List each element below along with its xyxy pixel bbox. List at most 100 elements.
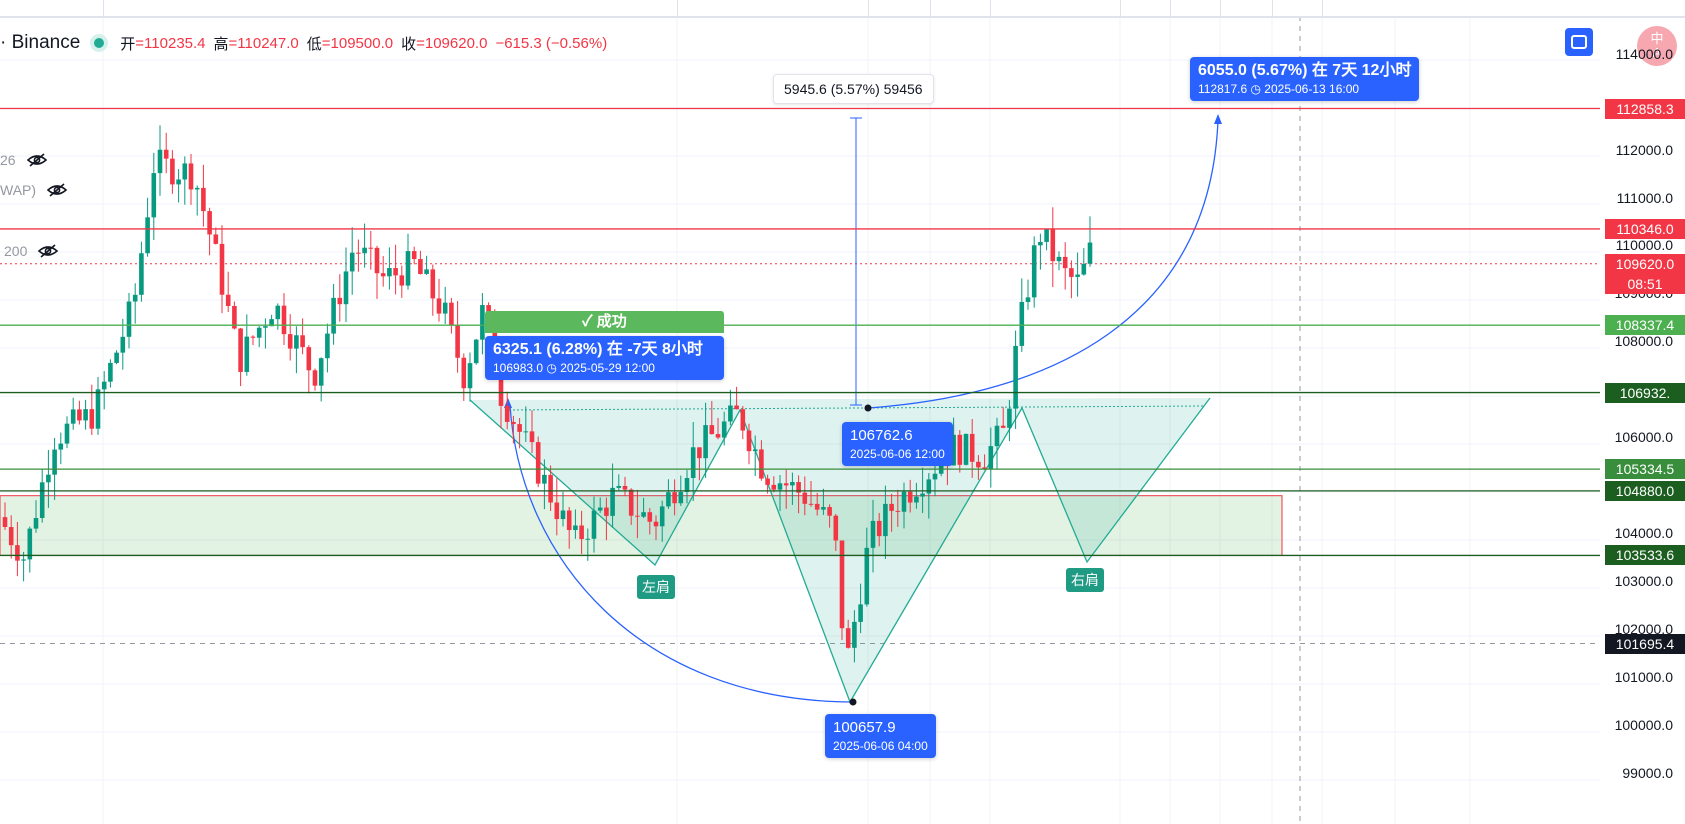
candle-body	[1013, 345, 1018, 409]
candle-body	[1044, 229, 1049, 242]
candle-body	[300, 335, 305, 348]
toolbar-divider	[1322, 0, 1323, 16]
candle-body	[752, 449, 758, 452]
price-tick: 112000.0	[1615, 141, 1673, 158]
close-label: 收	[401, 35, 417, 53]
candle-body	[356, 252, 361, 254]
low-label: 低	[306, 35, 322, 53]
candle-body	[306, 347, 312, 371]
candle-body	[814, 503, 820, 510]
candle-body	[498, 375, 504, 406]
candle-body	[349, 252, 355, 272]
symbol-name[interactable]: · Binance	[0, 32, 81, 53]
eye-hidden-icon[interactable]	[26, 152, 48, 168]
projection-curve	[509, 404, 851, 703]
candle-body	[845, 628, 851, 648]
price-label: 103533.6	[1605, 545, 1685, 566]
candle-body	[126, 301, 132, 337]
fullscreen-button[interactable]	[1565, 28, 1593, 56]
projection-note[interactable]: 6055.0 (5.67%) 在 7天 12小时 112817.6 ◷ 2025…	[1190, 57, 1420, 101]
high-label: 高	[213, 35, 229, 53]
candle-body	[579, 525, 584, 540]
candle-body	[616, 485, 622, 488]
candle-body	[77, 409, 82, 421]
price-label: 106932.	[1605, 382, 1685, 403]
projection-curve	[867, 119, 1219, 409]
candle-body	[108, 362, 113, 382]
indicator-label: 200	[4, 243, 28, 259]
candle-body	[573, 525, 578, 531]
candle-body	[876, 520, 882, 537]
support-zone-box	[0, 495, 1283, 556]
drop-note-sub: 106983.0 ◷ 2025-05-29 12:00	[493, 361, 655, 375]
candle-body	[1019, 301, 1025, 346]
drop-note[interactable]: 6325.1 (6.28%) 在 -7天 8小时 106983.0 ◷ 2025…	[485, 336, 724, 380]
indicator-legend[interactable]: WAP)	[0, 182, 68, 198]
candle-body	[790, 482, 795, 486]
candle-body	[1081, 263, 1087, 275]
candle-body	[604, 507, 609, 516]
candle-body	[907, 491, 913, 503]
candle-body	[672, 492, 677, 504]
low-value: =109500.0	[321, 34, 394, 52]
candle-body	[821, 507, 826, 510]
price-tick: 110000.0	[1615, 237, 1673, 254]
indicator-legend[interactable]: 200	[4, 243, 59, 259]
price-tick: 101000.0	[1614, 668, 1673, 685]
candle-body	[852, 621, 857, 648]
open-label: 开	[120, 35, 136, 53]
candle-body	[610, 487, 615, 516]
point-note[interactable]: 106762.6 2025-06-06 12:00	[842, 422, 953, 466]
candle-body	[163, 149, 169, 159]
candle-body	[157, 149, 163, 174]
change-value: −615.3 (−0.56%)	[495, 34, 608, 52]
projection-note-sub: 112817.6 ◷ 2025-06-13 16:00	[1198, 82, 1360, 96]
candle-body	[765, 478, 770, 485]
candle-body	[914, 496, 919, 503]
head-shoulders-pattern	[469, 114, 1222, 706]
candle-body	[263, 326, 268, 328]
horizontal-lines[interactable]	[0, 107, 1600, 557]
candle-body	[480, 305, 485, 340]
candle-body	[201, 187, 206, 212]
indicator-legend[interactable]: 26	[0, 152, 48, 168]
eye-hidden-icon[interactable]	[37, 243, 59, 259]
candle-body	[963, 433, 969, 465]
toolbar-divider	[103, 0, 104, 16]
candle-body	[405, 251, 411, 286]
projection-note-main: 6055.0 (5.67%) 在 7天 12小时	[1198, 62, 1412, 79]
point-note-time: 2025-06-06 12:00	[850, 447, 945, 461]
price-tick: 106000.0	[1614, 429, 1673, 446]
candle-body	[294, 335, 299, 349]
candle-body	[728, 405, 733, 422]
candle-body	[597, 507, 603, 511]
avatar[interactable]: 中 A	[1637, 26, 1677, 66]
candle-body	[870, 520, 876, 548]
support-zone	[0, 495, 1283, 556]
candle-body	[467, 363, 473, 389]
candle-body	[690, 447, 696, 478]
candle-body	[721, 421, 727, 438]
eye-hidden-icon[interactable]	[46, 182, 68, 198]
candle-body	[517, 424, 522, 432]
price-tick: 108000.0	[1614, 333, 1673, 350]
candle-body	[39, 482, 45, 519]
point-note[interactable]: 100657.9 2025-06-06 04:00	[825, 714, 936, 758]
candle-body	[889, 503, 894, 511]
candle-body	[926, 479, 932, 494]
candle-body	[1062, 256, 1068, 269]
candle-body	[281, 305, 287, 335]
close-value: =109620.0	[416, 34, 488, 52]
candle-body	[2, 517, 8, 528]
candle-body	[213, 234, 219, 244]
candle-body	[808, 503, 814, 505]
candle-body	[883, 503, 888, 537]
right-shoulder-label: 右肩	[1066, 568, 1104, 592]
arrow-head	[1214, 114, 1222, 124]
candle-body	[256, 327, 262, 338]
candle-body	[46, 474, 51, 483]
candle-body	[325, 333, 330, 359]
measure-note: 5945.6 (5.57%) 59456	[773, 74, 934, 104]
toolbar-divider	[990, 0, 991, 16]
